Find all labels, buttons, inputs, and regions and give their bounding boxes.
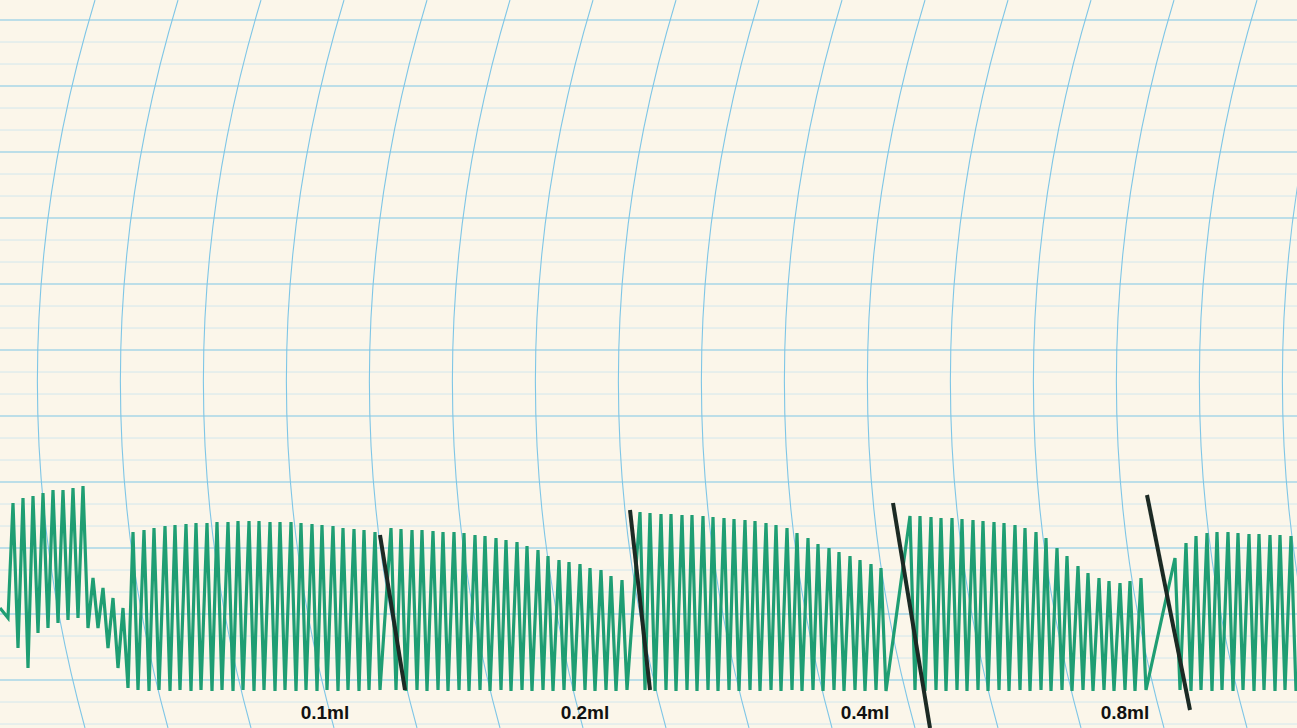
- svg-text:0.4ml: 0.4ml: [841, 702, 890, 723]
- svg-text:0.2ml: 0.2ml: [561, 702, 610, 723]
- svg-text:0.1ml: 0.1ml: [301, 702, 350, 723]
- svg-text:0.8ml: 0.8ml: [1101, 702, 1150, 723]
